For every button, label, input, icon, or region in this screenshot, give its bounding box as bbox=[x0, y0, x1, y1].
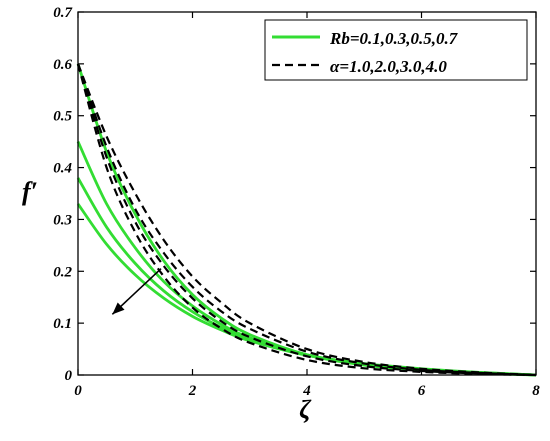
x-tick-label: 2 bbox=[188, 383, 197, 399]
y-tick-label: 0.4 bbox=[53, 161, 72, 177]
annotation-arrowhead-1 bbox=[112, 302, 125, 315]
legend-label-alpha: α=1.0,2.0,3.0,4.0 bbox=[330, 57, 447, 76]
x-tick-label: 8 bbox=[532, 383, 540, 399]
tick-layer: 0 2 4 6 8 0 0.1 0.2 0.3 0.4 0.5 0.6 0.7 bbox=[53, 5, 540, 399]
y-tick-label: 0.1 bbox=[53, 316, 72, 332]
y-tick-label: 0.5 bbox=[53, 109, 72, 125]
series-line-alpha-4 bbox=[76, 63, 537, 377]
series-line-alpha-3 bbox=[76, 63, 537, 377]
y-tick-label: 0.3 bbox=[53, 212, 72, 228]
annotation-layer bbox=[111, 268, 162, 315]
y-tick-label: 0 bbox=[65, 368, 73, 384]
y-axis-label: f′ bbox=[22, 177, 38, 206]
legend-label-rb: Rb=0.1,0.3,0.5,0.7 bbox=[329, 29, 459, 48]
legend: Rb=0.1,0.3,0.5,0.7 α=1.0,2.0,3.0,4.0 bbox=[264, 19, 528, 81]
y-tick-label: 0.7 bbox=[53, 5, 72, 21]
y-tick-label: 0.6 bbox=[53, 57, 72, 73]
x-axis-label: ζ bbox=[299, 395, 312, 424]
x-tick-label: 6 bbox=[418, 383, 426, 399]
y-tick-label: 0.2 bbox=[53, 264, 72, 280]
x-tick-label: 0 bbox=[74, 383, 82, 399]
series-layer bbox=[76, 63, 537, 377]
legend-box bbox=[264, 19, 528, 81]
series-line-alpha-2 bbox=[76, 63, 537, 377]
x-tick-label: 4 bbox=[302, 383, 311, 399]
series-line-alpha-1 bbox=[76, 63, 537, 377]
